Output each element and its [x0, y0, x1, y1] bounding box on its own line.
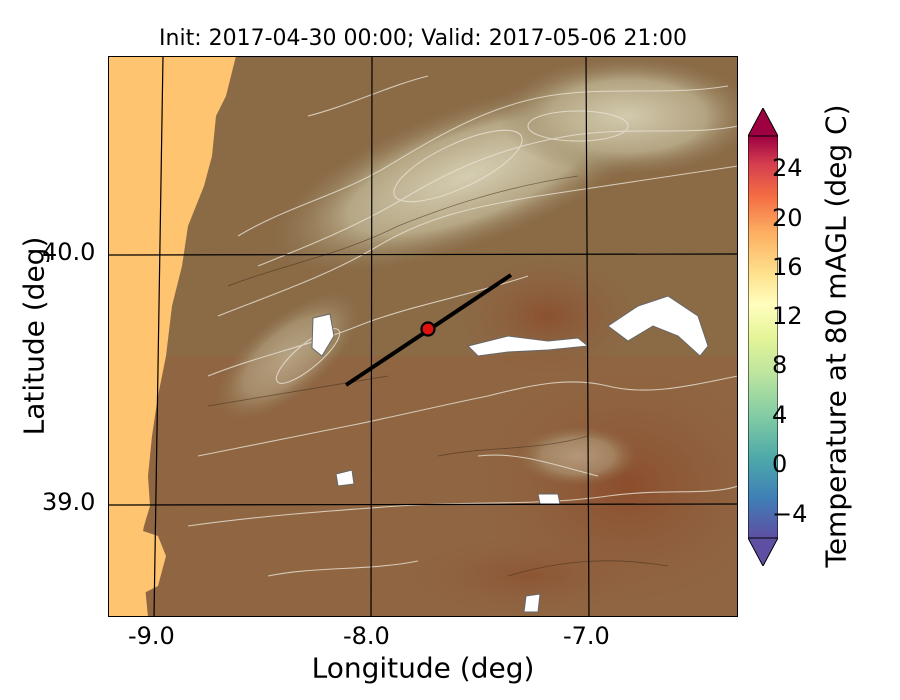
cbar-tick-8: 8: [772, 351, 788, 379]
location-marker[interactable]: [420, 321, 436, 337]
cbar-tick-24: 24: [772, 154, 803, 182]
xtick-minus8: -8.0: [343, 622, 390, 650]
y-axis-label: Latitude (deg): [17, 236, 51, 436]
cbar-tick-minus4: −4: [772, 500, 808, 528]
ytick-39: 39.0: [42, 488, 96, 516]
cbar-tick-12: 12: [772, 302, 803, 330]
colorbar: [747, 106, 779, 568]
ocean-area: [108, 56, 236, 617]
graticule: [108, 56, 738, 617]
colorbar-label: Temperature at 80 mAGL (deg C): [819, 104, 853, 568]
x-axis-label: Longitude (deg): [311, 651, 535, 685]
cbar-tick-20: 20: [772, 204, 803, 232]
colorbar-max-arrow: [747, 106, 779, 137]
temperature-map: [108, 56, 738, 617]
cbar-tick-0: 0: [772, 450, 788, 478]
contour-lines: [187, 75, 738, 577]
cbar-tick-16: 16: [772, 253, 803, 281]
colorbar-min-arrow: [747, 537, 779, 568]
map-panel[interactable]: [108, 56, 738, 617]
plot-title: Init: 2017-04-30 00:00; Valid: 2017-05-0…: [159, 26, 687, 51]
map-frame: [108, 56, 738, 617]
colorbar-scale: [747, 106, 779, 568]
missing-data-patches: [311, 295, 709, 613]
xtick-minus7: -7.0: [563, 622, 610, 650]
xtick-minus9: -9.0: [128, 622, 175, 650]
cbar-tick-4: 4: [772, 401, 788, 429]
ytick-40: 40.0: [42, 238, 96, 266]
